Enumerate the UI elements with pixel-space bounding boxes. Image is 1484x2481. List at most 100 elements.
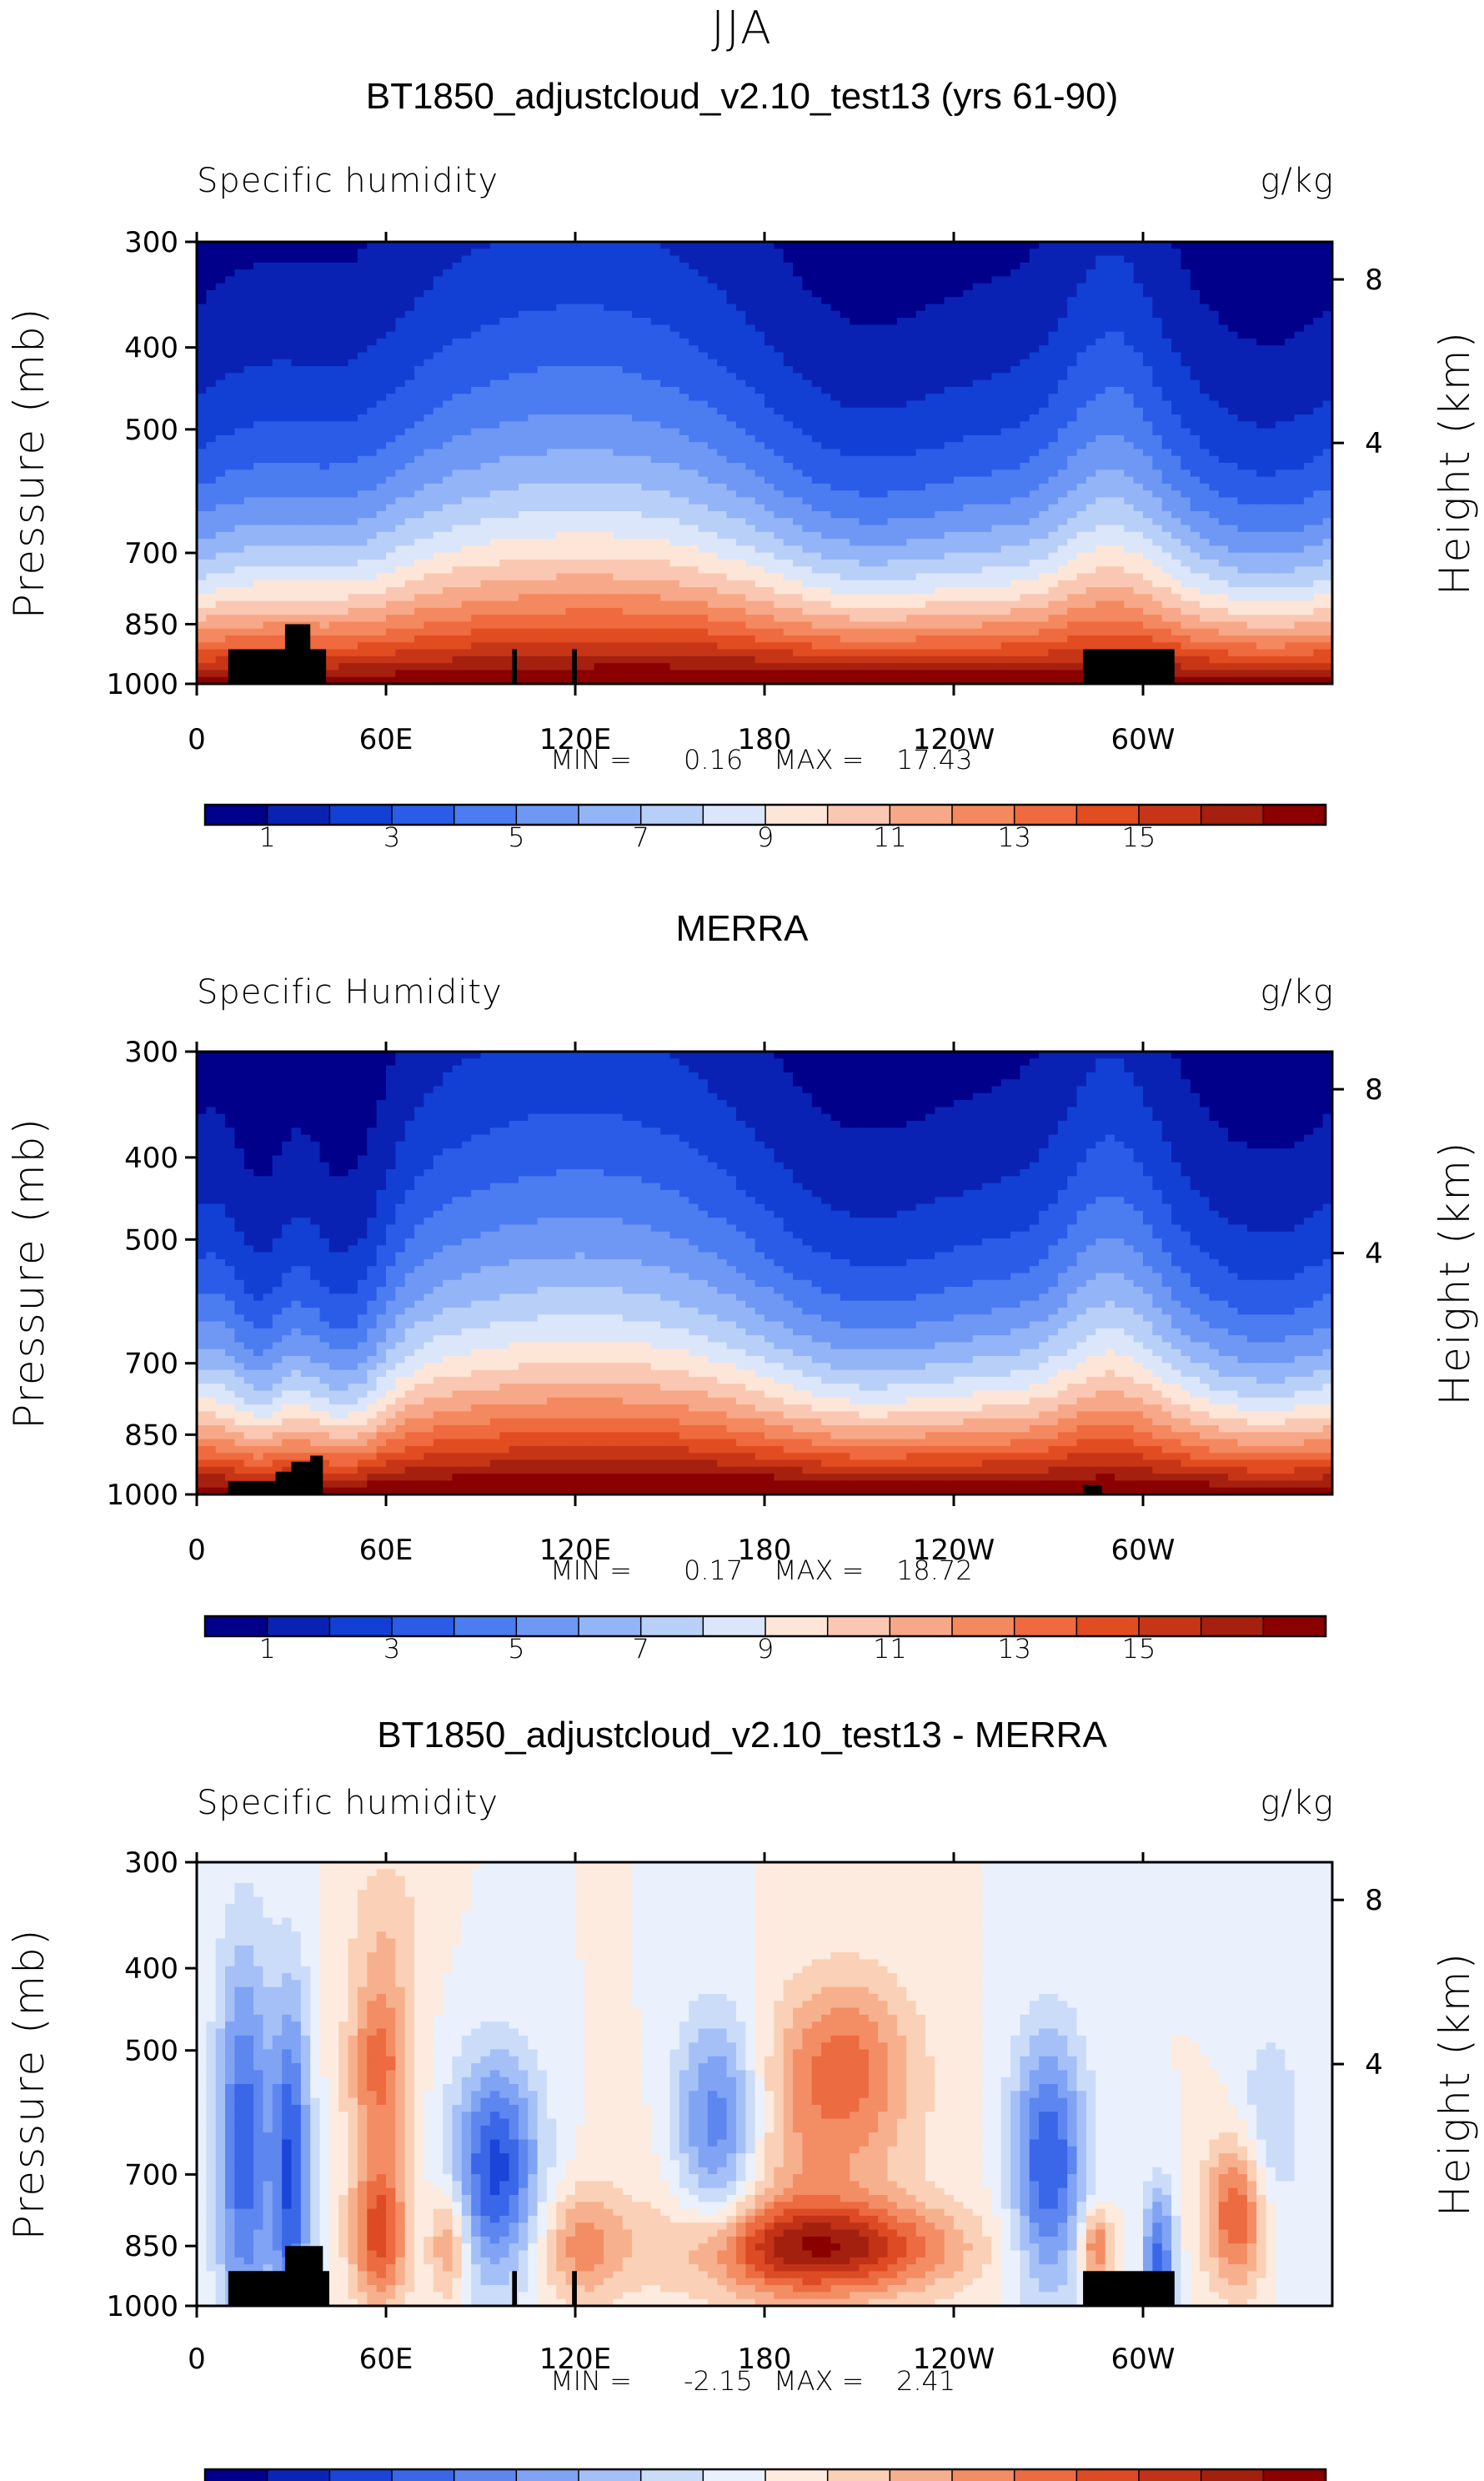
- field-cell: [765, 621, 775, 630]
- field-cell: [338, 442, 349, 450]
- field-cell: [622, 470, 633, 478]
- field-cell: [499, 373, 510, 381]
- field-cell: [556, 483, 567, 491]
- field-cell: [452, 262, 463, 270]
- field-cell: [811, 276, 822, 284]
- field-cell: [906, 670, 917, 678]
- field-cell: [499, 497, 510, 505]
- field-cell: [243, 338, 254, 346]
- field-cell: [452, 552, 463, 560]
- field-cell: [234, 594, 245, 602]
- field-cell: [404, 573, 415, 581]
- field-cell: [556, 615, 567, 623]
- field-cell: [925, 428, 935, 436]
- field-cell: [480, 359, 491, 367]
- field-cell: [395, 283, 406, 291]
- field-cell: [811, 331, 822, 339]
- field-cell: [537, 455, 548, 464]
- field-cell: [480, 580, 491, 588]
- field-cell: [669, 249, 680, 257]
- field-cell: [310, 642, 321, 650]
- field-cell: [906, 338, 917, 346]
- field-cell: [840, 552, 850, 560]
- field-cell: [679, 449, 689, 457]
- field-cell: [632, 615, 643, 623]
- field-cell: [717, 249, 728, 257]
- field-cell: [471, 490, 482, 499]
- field-cell: [679, 518, 689, 526]
- field-cell: [300, 594, 311, 602]
- field-cell: [253, 338, 264, 346]
- field-cell: [319, 400, 330, 409]
- field-cell: [735, 539, 746, 546]
- field-cell: [367, 249, 378, 257]
- field-cell: [915, 518, 926, 526]
- field-cell: [528, 539, 539, 546]
- field-cell: [802, 414, 813, 422]
- field-cell: [328, 310, 339, 319]
- field-cell: [887, 670, 898, 678]
- field-cell: [215, 600, 226, 609]
- field-cell: [765, 379, 775, 388]
- field-cell: [263, 421, 273, 429]
- field-cell: [745, 594, 756, 602]
- field-cell: [632, 463, 643, 470]
- field-cell: [197, 407, 207, 415]
- field-cell: [253, 345, 264, 354]
- field-cell: [386, 594, 396, 602]
- field-cell: [338, 455, 349, 464]
- field-cell: [821, 455, 832, 464]
- field-cell: [925, 352, 935, 360]
- field-cell: [887, 483, 898, 491]
- field-cell: [225, 621, 235, 630]
- field-cell: [698, 414, 709, 422]
- field-cell: [755, 642, 765, 650]
- field-cell: [395, 324, 406, 333]
- field-cell: [811, 373, 822, 381]
- field-cell: [328, 394, 339, 402]
- field-cell: [319, 510, 330, 519]
- field-cell: [906, 621, 917, 630]
- field-cell: [556, 331, 567, 339]
- field-cell: [850, 676, 860, 685]
- field-cell: [376, 676, 387, 685]
- field-cell: [489, 663, 500, 671]
- field-cell: [518, 580, 529, 588]
- field-cell: [783, 670, 794, 678]
- field-cell: [310, 421, 321, 429]
- field-cell: [471, 635, 482, 643]
- field-cell: [348, 655, 358, 664]
- field-cell: [395, 545, 406, 554]
- field-cell: [291, 269, 302, 278]
- field-cell: [225, 455, 235, 464]
- field-cell: [887, 421, 898, 429]
- field-cell: [509, 428, 519, 436]
- field-cell: [717, 269, 728, 278]
- field-cell: [840, 628, 850, 636]
- field-cell: [565, 663, 576, 671]
- field-cell: [935, 249, 945, 257]
- field-cell: [386, 379, 396, 388]
- field-cell: [726, 655, 737, 664]
- field-cell: [689, 276, 699, 284]
- field-cell: [783, 470, 794, 478]
- field-cell: [452, 476, 463, 485]
- field-cell: [300, 490, 311, 499]
- field-cell: [783, 518, 794, 526]
- field-cell: [915, 573, 926, 581]
- field-cell: [528, 331, 539, 339]
- field-cell: [452, 518, 463, 526]
- field-cell: [282, 359, 293, 367]
- field-cell: [641, 434, 652, 443]
- field-cell: [348, 670, 358, 678]
- field-cell: [584, 400, 595, 409]
- field-cell: [859, 324, 870, 333]
- field-cell: [328, 649, 339, 657]
- field-cell: [404, 324, 415, 333]
- field-cell: [650, 510, 661, 519]
- field-cell: [906, 269, 917, 278]
- field-cell: [556, 518, 567, 526]
- field-cell: [471, 670, 482, 678]
- field-cell: [537, 655, 548, 664]
